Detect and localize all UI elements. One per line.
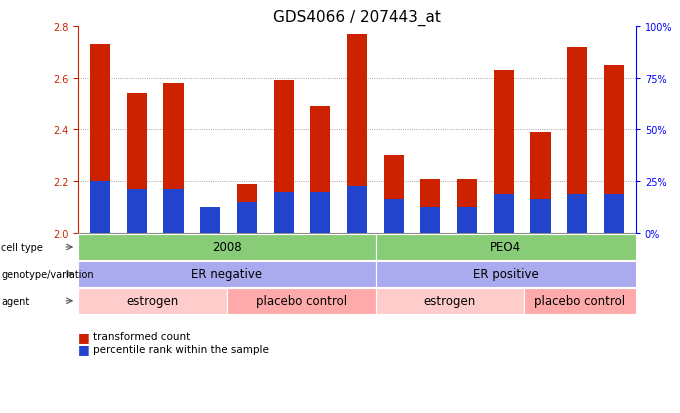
- Text: transformed count: transformed count: [93, 332, 190, 342]
- Bar: [384, 200, 404, 233]
- Bar: [494, 71, 514, 233]
- Bar: [310, 192, 330, 233]
- Bar: [604, 66, 624, 233]
- Bar: [273, 81, 294, 233]
- Text: ■: ■: [78, 330, 90, 343]
- Bar: [126, 94, 147, 233]
- Text: estrogen: estrogen: [424, 294, 476, 308]
- Text: estrogen: estrogen: [126, 294, 179, 308]
- Bar: [310, 107, 330, 233]
- Bar: [90, 45, 110, 233]
- Bar: [347, 187, 367, 233]
- Title: GDS4066 / 207443_at: GDS4066 / 207443_at: [273, 9, 441, 26]
- Bar: [530, 200, 551, 233]
- Text: agent: agent: [1, 296, 30, 306]
- Bar: [237, 184, 257, 233]
- Text: 2008: 2008: [212, 241, 241, 254]
- Bar: [457, 179, 477, 233]
- Text: ER positive: ER positive: [473, 268, 539, 281]
- Text: ■: ■: [78, 342, 90, 356]
- Bar: [200, 207, 220, 233]
- Bar: [457, 207, 477, 233]
- Bar: [126, 190, 147, 233]
- Text: ER negative: ER negative: [191, 268, 262, 281]
- Text: placebo control: placebo control: [256, 294, 347, 308]
- Bar: [494, 195, 514, 233]
- Text: genotype/variation: genotype/variation: [1, 269, 94, 279]
- Bar: [347, 35, 367, 233]
- Bar: [420, 207, 441, 233]
- Bar: [237, 202, 257, 233]
- Bar: [163, 83, 184, 233]
- Text: cell type: cell type: [1, 242, 44, 252]
- Bar: [604, 195, 624, 233]
- Bar: [163, 190, 184, 233]
- Bar: [200, 213, 220, 233]
- Text: PEO4: PEO4: [490, 241, 522, 254]
- Bar: [567, 47, 588, 233]
- Text: percentile rank within the sample: percentile rank within the sample: [93, 344, 269, 354]
- Bar: [90, 182, 110, 233]
- Bar: [530, 133, 551, 233]
- Bar: [420, 179, 441, 233]
- Bar: [273, 192, 294, 233]
- Text: placebo control: placebo control: [534, 294, 626, 308]
- Bar: [384, 156, 404, 233]
- Bar: [567, 195, 588, 233]
